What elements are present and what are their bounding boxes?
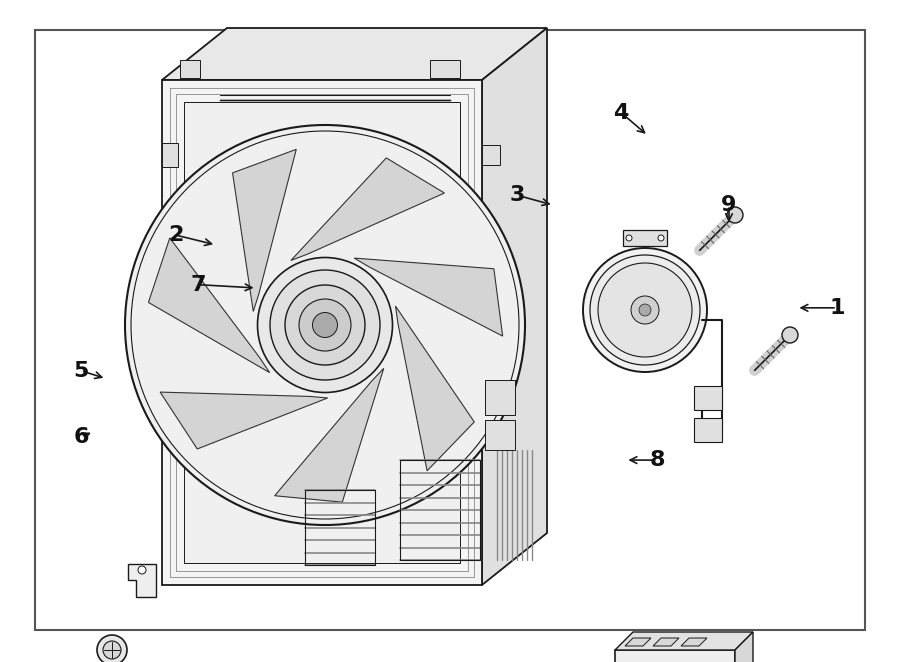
Ellipse shape	[138, 566, 146, 574]
Ellipse shape	[782, 327, 798, 343]
Ellipse shape	[285, 285, 365, 365]
Ellipse shape	[598, 263, 692, 357]
Ellipse shape	[257, 258, 392, 393]
Text: 4: 4	[613, 103, 629, 122]
Polygon shape	[485, 380, 515, 415]
Polygon shape	[274, 368, 383, 502]
Text: 1: 1	[829, 298, 845, 318]
Polygon shape	[395, 306, 474, 471]
Ellipse shape	[727, 207, 743, 223]
Ellipse shape	[361, 264, 389, 292]
Polygon shape	[160, 392, 328, 449]
Ellipse shape	[330, 233, 420, 323]
Polygon shape	[735, 632, 753, 662]
Bar	[305, 490, 375, 565]
Polygon shape	[232, 150, 296, 311]
Polygon shape	[128, 564, 156, 597]
Polygon shape	[694, 418, 722, 442]
Ellipse shape	[626, 235, 632, 241]
Polygon shape	[625, 638, 651, 646]
Polygon shape	[615, 632, 753, 650]
Polygon shape	[291, 158, 445, 260]
Polygon shape	[653, 638, 679, 646]
Bar	[400, 460, 480, 560]
Polygon shape	[355, 258, 503, 336]
Ellipse shape	[658, 235, 664, 241]
Text: 6: 6	[73, 427, 89, 447]
Text: 5: 5	[73, 361, 89, 381]
Ellipse shape	[347, 250, 402, 305]
Text: 8: 8	[649, 450, 665, 470]
Polygon shape	[485, 420, 515, 450]
Ellipse shape	[299, 299, 351, 351]
Ellipse shape	[103, 641, 121, 659]
Text: 7: 7	[190, 275, 206, 295]
Polygon shape	[430, 60, 460, 78]
Polygon shape	[184, 102, 460, 563]
Polygon shape	[482, 145, 500, 165]
Text: 3: 3	[509, 185, 526, 205]
Polygon shape	[162, 80, 482, 585]
Polygon shape	[162, 243, 178, 267]
Ellipse shape	[97, 635, 127, 662]
Ellipse shape	[631, 296, 659, 324]
Text: 9: 9	[721, 195, 737, 215]
Polygon shape	[148, 238, 270, 373]
Ellipse shape	[312, 312, 338, 338]
Polygon shape	[482, 245, 500, 265]
Polygon shape	[180, 60, 200, 78]
Text: 2: 2	[167, 225, 184, 245]
Polygon shape	[694, 386, 722, 410]
Polygon shape	[615, 650, 735, 662]
Polygon shape	[162, 378, 178, 402]
Ellipse shape	[583, 248, 707, 372]
Polygon shape	[681, 638, 707, 646]
Ellipse shape	[639, 304, 651, 316]
Polygon shape	[162, 28, 547, 80]
Polygon shape	[162, 143, 178, 167]
Ellipse shape	[125, 125, 525, 525]
Ellipse shape	[590, 255, 700, 365]
Ellipse shape	[270, 270, 380, 380]
Polygon shape	[482, 28, 547, 585]
Ellipse shape	[310, 213, 440, 343]
Polygon shape	[623, 230, 667, 246]
